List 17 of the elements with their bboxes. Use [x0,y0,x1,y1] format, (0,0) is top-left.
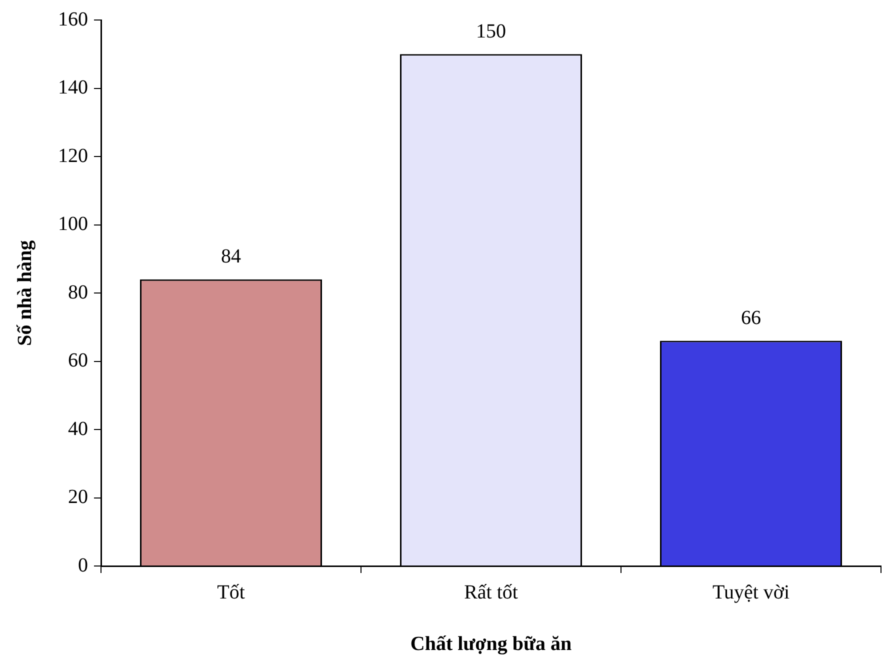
x-tick-label: Rất tốt [464,581,518,604]
x-tick-label: Tốt [217,581,246,604]
x-tick-label: Tuyệt vời [712,581,790,604]
y-tick-label: 0 [78,554,88,576]
y-tick-label: 140 [58,76,88,98]
y-tick-label: 100 [58,213,88,235]
data-label: 150 [476,20,506,42]
x-axis-title: Chất lượng bữa ăn [410,633,572,656]
y-tick-label: 40 [68,418,88,440]
y-tick-label: 80 [68,281,88,304]
y-tick-label: 160 [58,8,88,30]
data-label: 66 [741,307,761,330]
y-tick-label: 120 [58,144,88,167]
y-axis-title: Số nhà hàng [14,240,36,346]
y-tick-label: 20 [68,486,88,508]
y-tick-label: 60 [68,350,88,372]
data-label: 84 [221,246,241,268]
